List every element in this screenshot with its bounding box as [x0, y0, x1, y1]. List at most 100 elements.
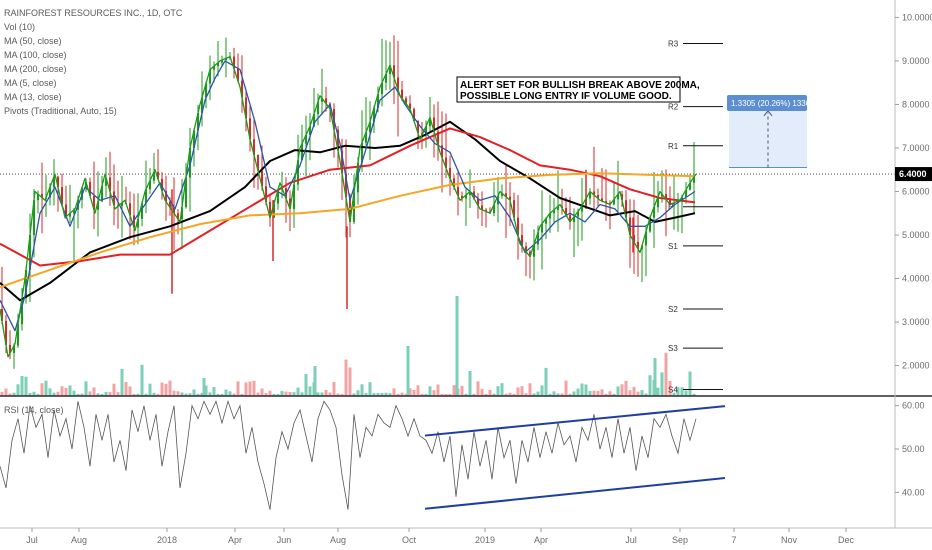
candle-body — [385, 73, 387, 83]
candle-body — [365, 132, 367, 143]
candle-body — [577, 211, 579, 217]
candle-body — [121, 202, 123, 207]
measure-label-bg — [727, 95, 807, 111]
volume-bar — [180, 392, 184, 396]
candle-body — [97, 201, 99, 210]
legend-ma50: MA (50, close) — [4, 36, 62, 46]
volume-bar — [460, 385, 464, 396]
volume-bar — [40, 383, 44, 396]
volume-bar — [424, 393, 428, 396]
candle-body — [377, 93, 379, 108]
volume-bar — [420, 393, 424, 396]
candle-body — [261, 170, 263, 187]
candle-body — [441, 145, 443, 158]
candle-body — [169, 201, 171, 208]
volume-bar — [608, 391, 612, 396]
volume-bar — [540, 385, 544, 396]
annotation-note[interactable]: ALERT SET FOR BULLISH BREAK ABOVE 200MA,… — [456, 76, 700, 103]
candle-body — [389, 65, 391, 74]
rsi-channel-lower — [424, 477, 726, 510]
volume-spike — [455, 296, 459, 396]
volume-bar — [480, 388, 484, 396]
volume-bar — [336, 393, 340, 396]
volume-bar — [28, 392, 32, 396]
volume-bar — [384, 392, 388, 396]
volume-bar — [660, 372, 664, 396]
candle-body — [573, 216, 575, 222]
candle-body — [341, 150, 343, 174]
candle-body — [621, 194, 623, 201]
candle-body — [593, 191, 595, 195]
candle-body — [217, 62, 219, 67]
volume-bar — [160, 382, 164, 396]
time-tick-label: Apr — [534, 535, 548, 545]
volume-bar — [476, 381, 480, 396]
candle-body — [1, 308, 3, 321]
candle-body — [509, 196, 511, 201]
volume-bar — [552, 391, 556, 396]
candle-body — [369, 121, 371, 133]
volume-bar — [360, 384, 364, 396]
price-axis[interactable]: 10.0000 9.0000 8.0000 7.0000 6.0000 5.0000 4.0… — [895, 12, 932, 371]
volume-bar — [444, 393, 448, 396]
annotation-line-1: ALERT SET FOR BULLISH BREAK ABOVE 200MA, — [460, 80, 700, 91]
pivot-label: R1 — [668, 142, 679, 151]
candle-body — [481, 205, 483, 210]
price-tick-label: 5.0000 — [902, 230, 930, 240]
volume-bar — [48, 388, 52, 396]
candle-body — [433, 117, 435, 132]
legend-ma13: MA (13, close) — [4, 92, 62, 102]
volume-bar — [684, 390, 688, 396]
volume-bar — [432, 390, 436, 396]
candle-body — [209, 69, 211, 84]
volume-bar — [648, 375, 652, 396]
volume-bar — [564, 380, 568, 396]
candle-body — [545, 218, 547, 224]
candle-body — [221, 60, 223, 63]
rsi-tick-label: 40.00 — [902, 487, 925, 497]
pivot-label: S1 — [668, 242, 678, 251]
candle-body — [453, 178, 455, 188]
candle-body — [649, 217, 651, 232]
pivot-label: R2 — [668, 103, 679, 112]
volume-bar — [276, 393, 280, 396]
ma-line-4 — [0, 55, 697, 358]
time-axis[interactable]: Jul Aug 2018 Apr Jun Aug Oct 2019 Apr Jul Sep 7 Nov D… — [26, 528, 854, 545]
rsi-line — [0, 399, 697, 510]
candle-body — [665, 194, 667, 200]
time-tick-label: Oct — [402, 535, 417, 545]
candle-body — [201, 97, 203, 114]
volume-bar — [88, 391, 92, 396]
candle-body — [645, 231, 647, 246]
volume-bar — [308, 386, 312, 396]
volume-bar — [212, 387, 216, 396]
volume-bar — [316, 392, 320, 396]
time-tick-label: 7 — [731, 535, 736, 545]
price-tick-label: 8.0000 — [902, 99, 930, 109]
candle-body — [265, 186, 267, 202]
candle-body — [137, 218, 139, 228]
pivot-label: S3 — [668, 344, 678, 353]
candle-body — [465, 194, 467, 199]
volume-bar — [596, 390, 600, 396]
candle-body — [193, 130, 195, 148]
rsi-axis[interactable]: 60.00 50.00 40.00 — [895, 401, 925, 498]
volume-bar — [536, 391, 540, 396]
candle-body — [449, 167, 451, 179]
legend-pivots: Pivots (Traditional, Auto, 15) — [4, 106, 117, 116]
volume-bar — [300, 392, 304, 396]
volume-bar — [320, 392, 324, 396]
indicator-legend: RAINFOREST RESOURCES INC., 1D, OTC Vol (… — [4, 8, 183, 116]
candle-body — [637, 241, 639, 249]
candle-body — [397, 77, 399, 90]
volume-bar — [136, 393, 140, 396]
candle-body — [541, 223, 543, 233]
volume-bar — [604, 393, 608, 396]
last-price-tag-text: 6.4000 — [899, 169, 927, 179]
volume-bar — [36, 393, 40, 396]
volume-bar — [164, 383, 168, 396]
rsi-pane[interactable] — [0, 399, 726, 510]
measure-tool[interactable]: 1.3305 (20.26%) 13305 — [727, 95, 815, 169]
candle-body — [297, 160, 299, 185]
